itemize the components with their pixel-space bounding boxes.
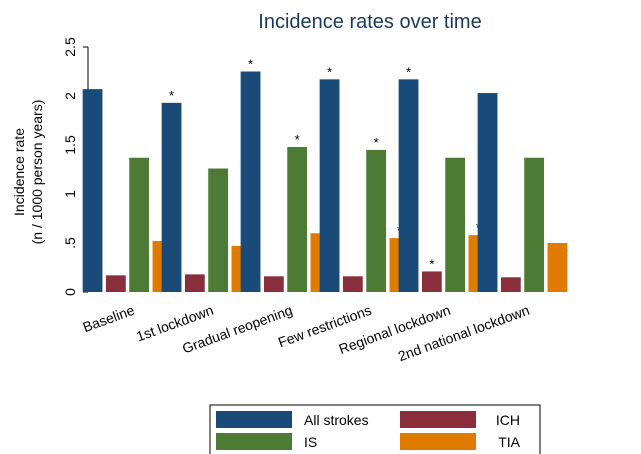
legend-key-is xyxy=(216,433,292,450)
bar-ich-4 xyxy=(421,271,442,292)
bar-all-strokes-0 xyxy=(82,89,103,292)
significance-marker: * xyxy=(429,256,434,271)
x-tick-label: Baseline xyxy=(81,302,137,335)
legend-label-is: IS xyxy=(304,434,317,450)
legend-label-ich: ICH xyxy=(496,412,520,428)
legend-key-ich xyxy=(400,411,476,428)
significance-marker: * xyxy=(295,132,300,147)
bar-tia-5 xyxy=(547,243,568,292)
bar-ich-1 xyxy=(184,274,205,292)
y-axis-label-line1: Incidence rate xyxy=(11,128,27,216)
bar-ich-3 xyxy=(342,276,363,292)
significance-marker: * xyxy=(406,64,411,79)
y-axis-label-line2: (n / 1000 person years) xyxy=(29,100,45,245)
significance-marker: * xyxy=(374,135,379,150)
bar-all-strokes-5 xyxy=(477,93,498,292)
legend-key-tia xyxy=(400,433,476,450)
significance-marker: * xyxy=(169,88,174,103)
bar-all-strokes-4 xyxy=(398,79,419,292)
y-tick-label: 1 xyxy=(62,190,78,198)
y-tick-label: 2.5 xyxy=(62,37,78,57)
bar-ich-5 xyxy=(500,277,521,292)
bar-ich-2 xyxy=(263,276,284,292)
significance-marker: * xyxy=(248,57,253,72)
bar-ich-0 xyxy=(105,275,126,292)
bar-is-2 xyxy=(287,146,308,292)
x-tick-label: 2nd national lockdown xyxy=(396,302,532,364)
bar-is-5 xyxy=(524,157,545,292)
bar-is-0 xyxy=(129,157,150,292)
legend-label-tia: TIA xyxy=(498,434,520,450)
chart-title: Incidence rates over time xyxy=(258,11,481,33)
y-tick-label: 0 xyxy=(62,288,78,296)
significance-marker: * xyxy=(327,64,332,79)
y-tick-label: 1.5 xyxy=(62,135,78,155)
bar-all-strokes-3 xyxy=(319,79,340,292)
bar-all-strokes-2 xyxy=(240,71,261,292)
legend-label-all-strokes: All strokes xyxy=(304,412,369,428)
y-tick-label: .5 xyxy=(62,237,78,249)
bar-is-1 xyxy=(208,168,229,292)
bar-is-3 xyxy=(366,149,387,292)
y-axis-label: Incidence rate (n / 1000 person years) xyxy=(11,100,45,245)
legend-key-all-strokes xyxy=(216,411,292,428)
bar-all-strokes-1 xyxy=(161,102,182,292)
y-tick-label: 2 xyxy=(62,92,78,100)
bar-is-4 xyxy=(445,157,466,292)
legend: All strokes ICH IS TIA xyxy=(209,404,541,454)
